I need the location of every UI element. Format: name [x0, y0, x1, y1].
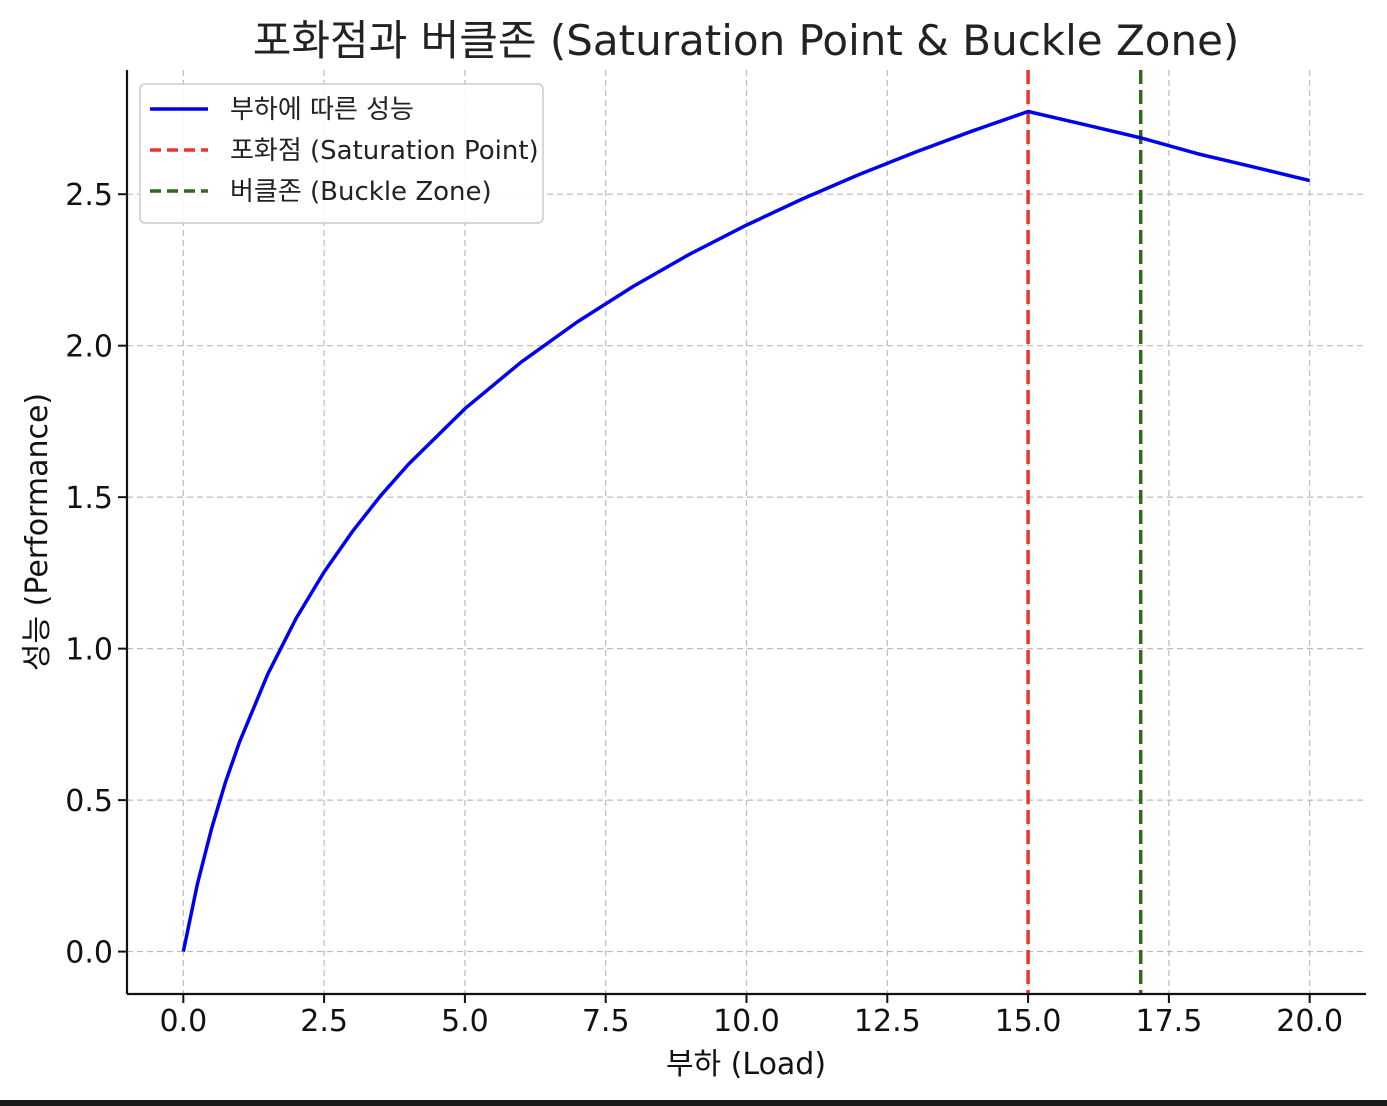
legend-label-0: 부하에 따른 성능 [230, 95, 414, 125]
x-tick-label: 17.5 [1135, 1004, 1202, 1039]
x-tick-label: 12.5 [854, 1004, 921, 1039]
x-tick-label: 0.0 [159, 1004, 207, 1039]
y-tick-label: 0.5 [65, 784, 113, 819]
grid [127, 70, 1366, 994]
legend-label-1: 포화점 (Saturation Point) [230, 136, 539, 166]
tick-labels: 0.0 2.5 5.0 7.5 10.0 12.5 15.0 17.5 20.0 0.0 0.5 1.… [65, 178, 1343, 1039]
legend-box [139, 83, 544, 224]
legend-label-2: 버클존 (Buckle Zone) [230, 177, 492, 207]
y-tick-label: 2.5 [65, 178, 113, 213]
chart-title: 포화점과 버클존 (Saturation Point & Buckle Zone… [253, 16, 1240, 65]
x-tick-label: 20.0 [1276, 1004, 1343, 1039]
y-tick-label: 1.5 [65, 481, 113, 516]
window-bottom-edge [0, 1100, 1387, 1106]
y-tick-label: 2.0 [65, 330, 113, 365]
x-axis-label: 부하 (Load) [666, 1047, 826, 1082]
x-tick-label: 15.0 [995, 1004, 1062, 1039]
x-tick-label: 2.5 [300, 1004, 348, 1039]
x-tick-label: 5.0 [441, 1004, 489, 1039]
series-lines [181, 109, 1311, 952]
series-line-0 [181, 109, 1311, 952]
reference-lines [1026, 70, 1143, 994]
x-tick-label: 7.5 [582, 1004, 630, 1039]
y-axis-label: 성능 (Performance) [20, 393, 55, 671]
x-tick-label: 10.0 [713, 1004, 780, 1039]
y-tick-label: 1.0 [65, 633, 113, 668]
y-tick-label: 0.0 [65, 936, 113, 971]
axes [118, 70, 1366, 1003]
